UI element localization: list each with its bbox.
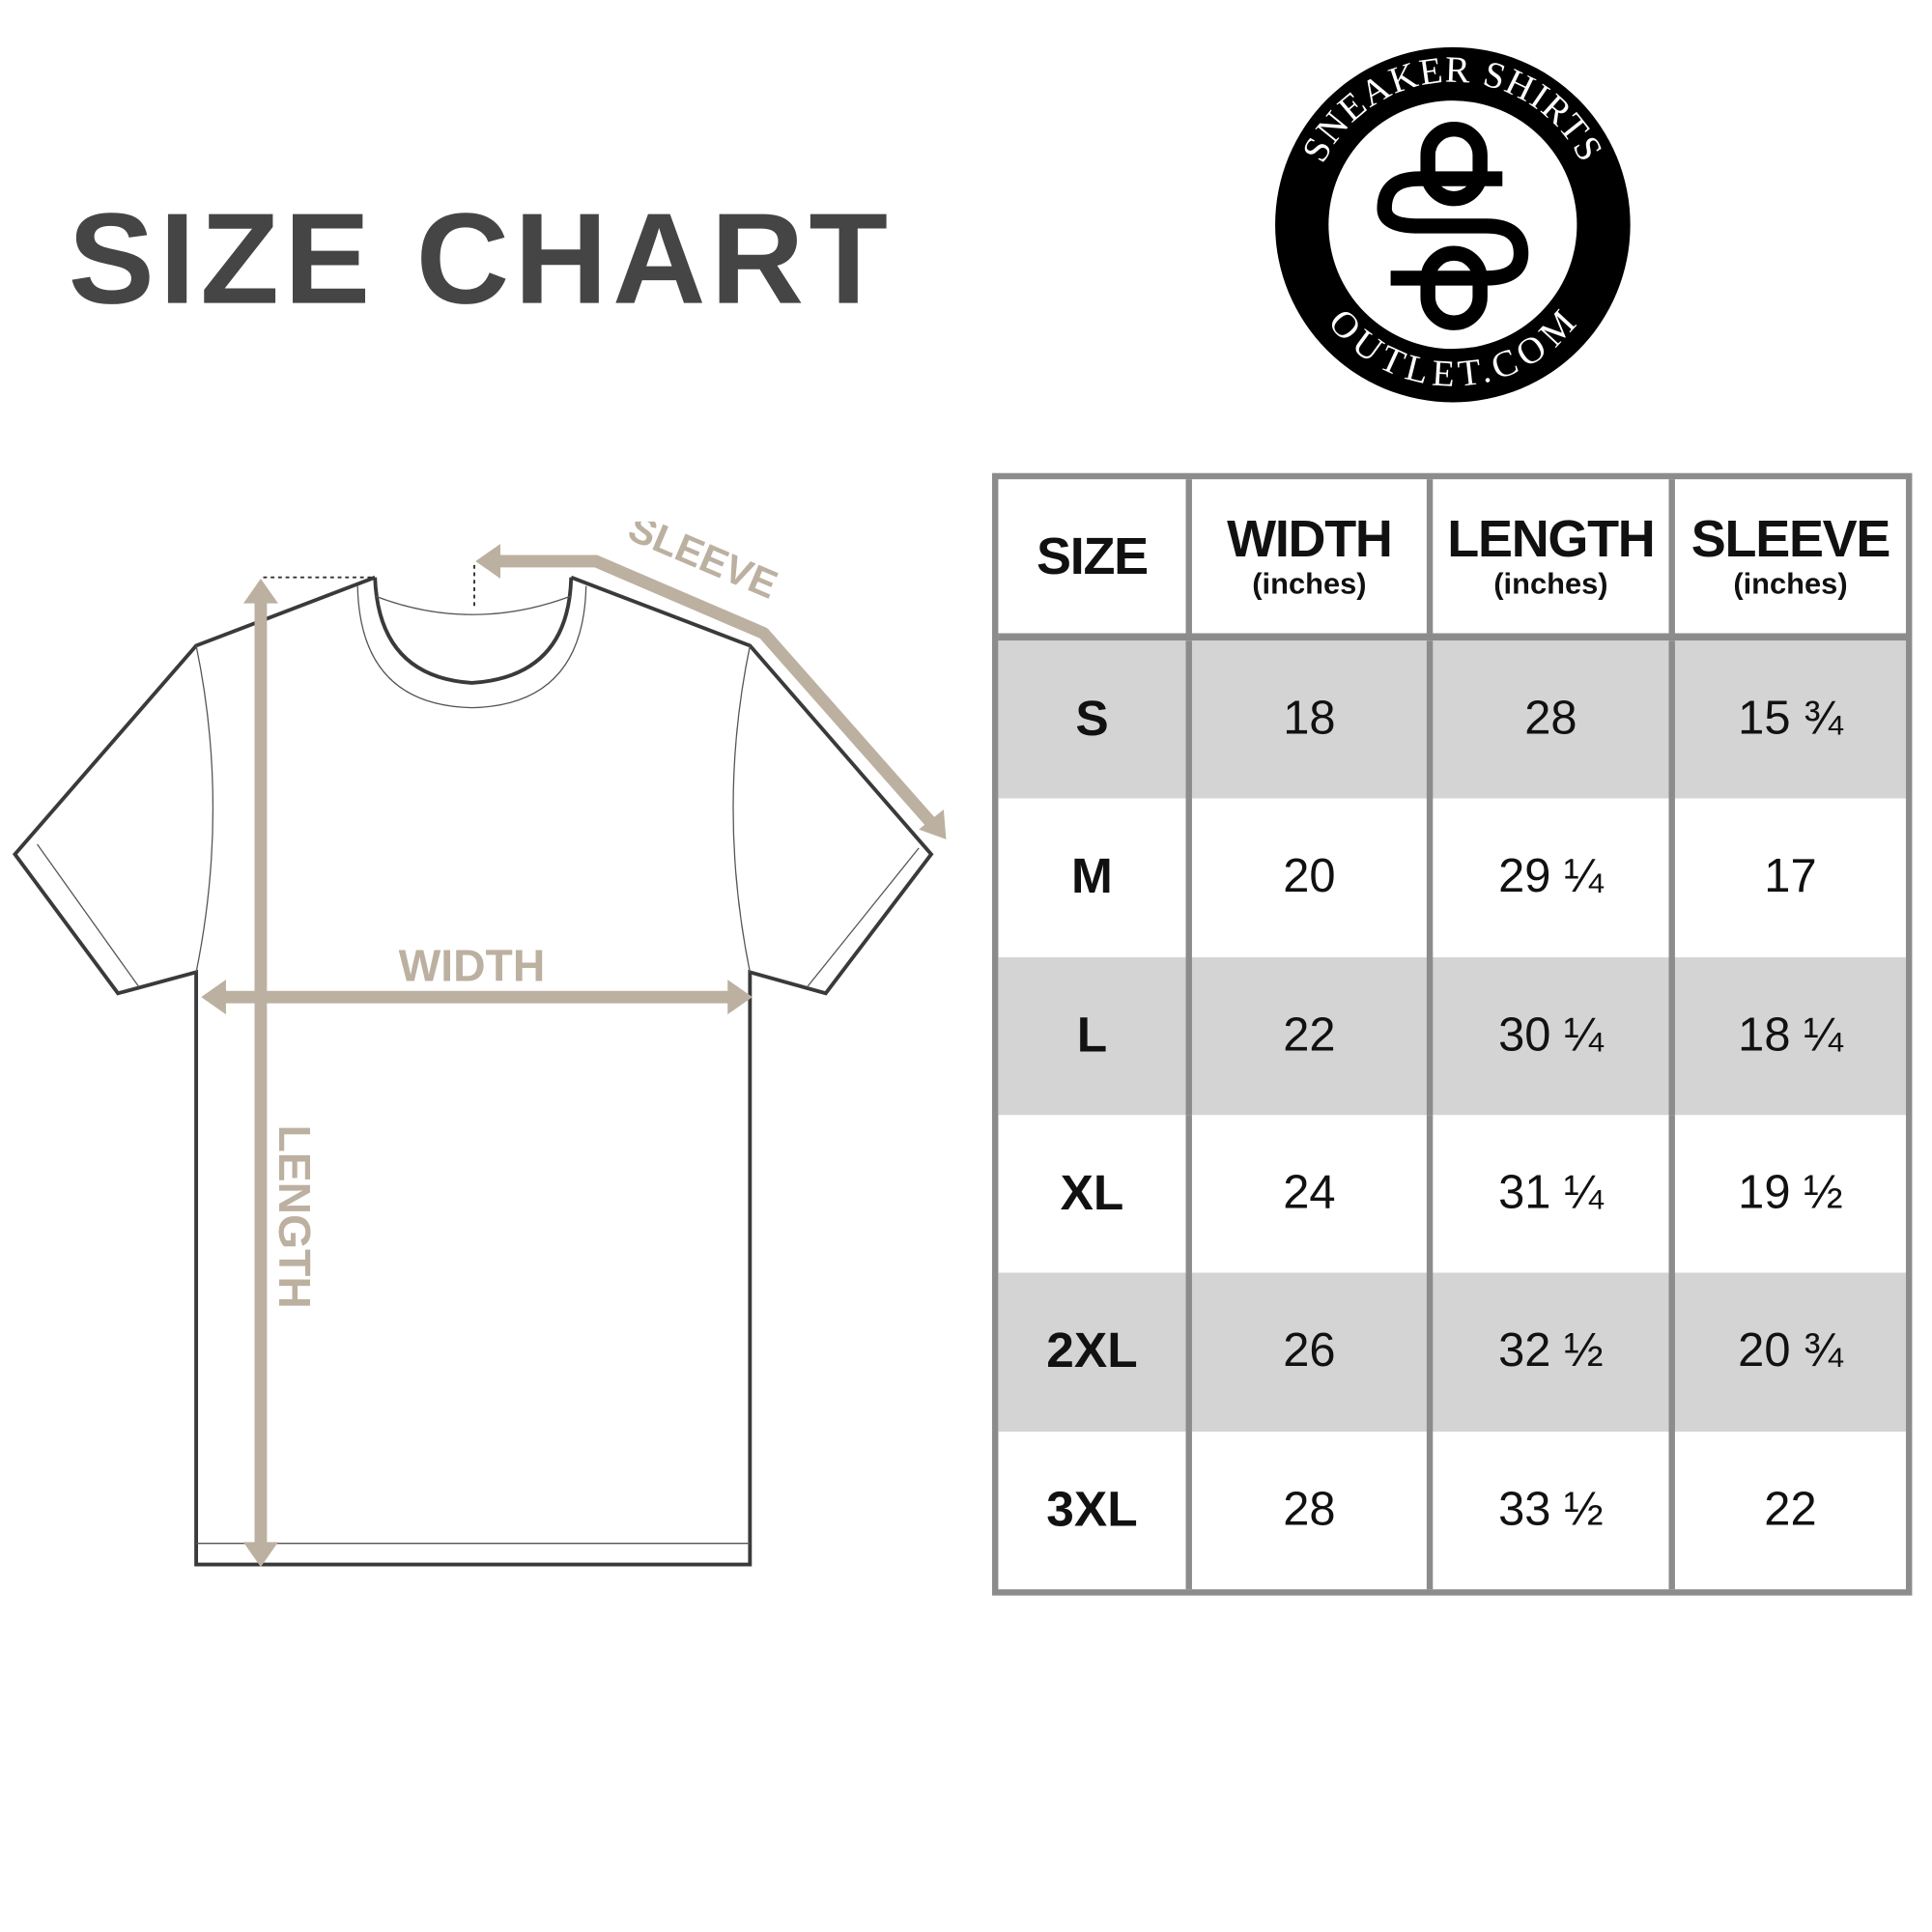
measure-arrows <box>211 554 939 1552</box>
size-cell: M <box>1071 849 1113 905</box>
monogram-icon <box>1377 121 1529 330</box>
width-cell: 24 <box>1185 1115 1427 1273</box>
width-cell: 18 <box>1185 640 1427 799</box>
header-sleeve: SLEEVE (inches) <box>1668 479 1907 634</box>
header-size: SIZE <box>1037 526 1149 585</box>
table-row: M 20 29 ¼ 17 <box>998 798 1907 957</box>
size-cell: S <box>1075 692 1109 747</box>
size-cell: 2XL <box>1046 1323 1138 1379</box>
size-cell: 3XL <box>1046 1482 1138 1538</box>
table-row: 2XL 26 32 ½ 20 ¾ <box>998 1272 1907 1432</box>
length-cell: 32 ½ <box>1426 1272 1669 1432</box>
sleeve-arrow <box>486 554 939 831</box>
sleeve-cell: 17 <box>1668 798 1907 957</box>
tshirt-diagram: WIDTH LENGTH SLEEVE <box>12 522 947 1568</box>
sleeve-cell: 18 ¼ <box>1668 956 1907 1116</box>
length-cell: 33 ½ <box>1426 1431 1669 1590</box>
table-row: L 22 30 ¼ 18 ¼ <box>998 956 1907 1116</box>
page-title: SIZE CHART <box>68 187 894 332</box>
size-cell: L <box>1076 1008 1108 1064</box>
table-header-row: SIZE WIDTH (inches) LENGTH (inches) SLEEVE… <box>998 479 1907 641</box>
table-row: S 18 28 15 ¾ <box>998 640 1907 799</box>
tshirt-outline <box>12 575 934 1567</box>
brand-logo: SNEAKER SHIRTS OUTLET.COM <box>1275 46 1631 403</box>
header-width: WIDTH (inches) <box>1185 479 1427 634</box>
width-cell: 20 <box>1185 798 1427 957</box>
sleeve-cell: 15 ¾ <box>1668 640 1907 799</box>
width-cell: 22 <box>1185 956 1427 1116</box>
sleeve-cell: 19 ½ <box>1668 1115 1907 1273</box>
table-row: 3XL 28 33 ½ 22 <box>998 1431 1907 1590</box>
size-table: SIZE WIDTH (inches) LENGTH (inches) SLEEVE… <box>991 472 1913 1596</box>
sleeve-label: SLEEVE <box>622 522 783 608</box>
width-label: WIDTH <box>399 940 546 990</box>
sleeve-cell: 22 <box>1668 1431 1907 1590</box>
length-cell: 31 ¼ <box>1426 1115 1669 1273</box>
sleeve-cell: 20 ¾ <box>1668 1272 1907 1432</box>
width-cell: 26 <box>1185 1272 1427 1432</box>
width-cell: 28 <box>1185 1431 1427 1590</box>
header-length: LENGTH (inches) <box>1426 479 1669 634</box>
table-row: XL 24 31 ¼ 19 ½ <box>998 1115 1906 1273</box>
size-cell: XL <box>1060 1166 1124 1221</box>
length-cell: 28 <box>1426 640 1669 799</box>
length-cell: 30 ¼ <box>1426 956 1669 1116</box>
length-label: LENGTH <box>270 1125 320 1309</box>
length-cell: 29 ¼ <box>1426 798 1669 957</box>
